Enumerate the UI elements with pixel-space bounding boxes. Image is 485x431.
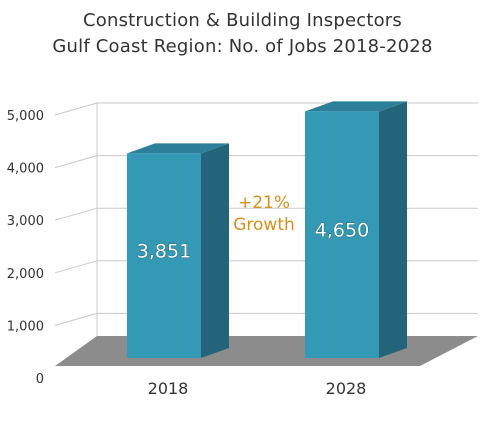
gridline-side (54, 207, 98, 221)
bar-side (379, 101, 407, 358)
y-tick-label: 3,000 (7, 214, 44, 229)
growth-annotation: +21% (238, 193, 290, 213)
data-label: 4,650 (315, 220, 369, 242)
x-tick-label: 2018 (148, 379, 189, 398)
y-tick-label: 0 (36, 372, 44, 387)
bar-layer (127, 101, 407, 358)
chart-floor (55, 336, 478, 366)
bar-top (305, 101, 407, 112)
chart-title-line-2: Gulf Coast Region: No. of Jobs 2018-2028 (52, 36, 433, 57)
y-tick-label: 4,000 (7, 162, 44, 177)
label-layer: 0 1,000 2,000 3,000 4,000 5,000 3,851 2018 4,650… (7, 109, 370, 398)
x-tick-label: 2028 (326, 379, 367, 398)
growth-annotation: Growth (233, 215, 295, 235)
gridline-side (54, 102, 98, 116)
bar (127, 153, 201, 358)
bar-side (201, 143, 229, 358)
chart-title-line-1: Construction & Building Inspectors (83, 10, 402, 31)
gridline-side (54, 155, 98, 169)
gridline-side (54, 312, 98, 326)
y-tick-label: 5,000 (7, 109, 44, 124)
y-tick-label: 1,000 (7, 319, 44, 334)
bar-top (127, 143, 229, 154)
floor-layer (55, 336, 478, 366)
data-label: 3,851 (137, 241, 191, 263)
bar (305, 111, 379, 358)
y-tick-label: 2,000 (7, 267, 44, 282)
gridline-side (54, 260, 98, 274)
